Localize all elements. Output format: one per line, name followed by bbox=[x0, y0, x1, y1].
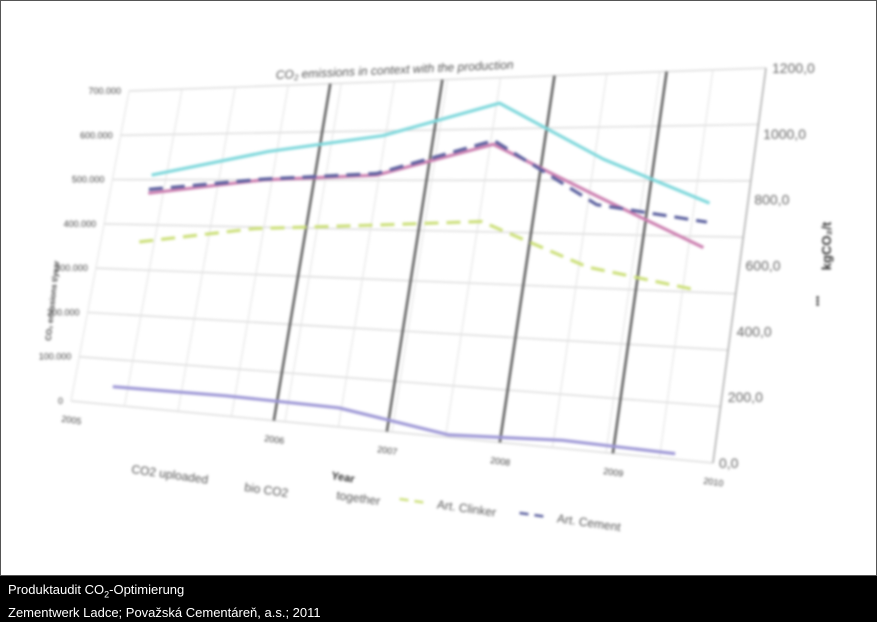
right-tick-label: 400,0 bbox=[737, 323, 772, 339]
year-line bbox=[611, 71, 668, 454]
caption-line-2: Zementwerk Ladce; Považská Cementáreň, a… bbox=[8, 604, 321, 620]
x-tick-label: 2005 bbox=[61, 414, 82, 427]
legend-label: bio CO2 bbox=[244, 480, 290, 500]
legend-swatch bbox=[399, 497, 430, 505]
x-tick-label: 2008 bbox=[490, 455, 511, 468]
x-tick-label: 2009 bbox=[603, 466, 624, 479]
v-gridline bbox=[338, 81, 395, 427]
legend-entry: bio CO2 bbox=[244, 480, 290, 500]
left-tick-label: 100.000 bbox=[39, 352, 72, 362]
series-line-art-clinker bbox=[139, 219, 698, 292]
legend-label: Art. Cement bbox=[556, 511, 622, 534]
legend-label: CO2 uploaded bbox=[131, 462, 210, 487]
x-tick-label: 2010 bbox=[703, 476, 724, 489]
image-caption: Produktaudit CO2-Optimierung Zementwerk … bbox=[0, 576, 877, 622]
right-axis-line bbox=[712, 67, 767, 464]
y-axis-label-right: kgCO₂/t bbox=[819, 221, 834, 270]
left-tick-label: 300.000 bbox=[55, 263, 88, 273]
v-gridline bbox=[124, 88, 183, 407]
x-tick-label: 2007 bbox=[377, 444, 398, 457]
v-gridline bbox=[70, 90, 130, 402]
legend-entry: CO2 uploaded bbox=[131, 462, 210, 487]
x-tick-label: 2006 bbox=[264, 433, 285, 446]
left-tick-label: 0 bbox=[58, 396, 63, 406]
legend: CO2 uploaded bio CO2 together Art. Clinker A… bbox=[131, 462, 623, 534]
chart-title: CO2 emissions in context with the produc… bbox=[276, 58, 515, 83]
right-tick-label: 1000,0 bbox=[763, 126, 806, 142]
v-gridline bbox=[445, 77, 502, 438]
year-line bbox=[385, 79, 444, 432]
left-tick-label: 200.000 bbox=[47, 307, 80, 317]
v-gridline bbox=[659, 69, 714, 458]
legend-swatch bbox=[519, 511, 550, 519]
series-line-co2-uploaded bbox=[151, 101, 711, 205]
left-axis-ticks: 0 100.000 200.000 300.000 400.000 500.000 600.… bbox=[39, 86, 121, 406]
left-tick-label: 500.000 bbox=[72, 175, 105, 185]
x-axis-label: Year bbox=[331, 470, 357, 486]
legend-entry: Art. Clinker bbox=[399, 497, 497, 520]
legend-label: Art. Clinker bbox=[436, 497, 497, 519]
v-gridline bbox=[391, 79, 448, 433]
v-gridline bbox=[605, 71, 661, 453]
right-tick-label: 600,0 bbox=[746, 258, 781, 274]
right-tick-label: 200,0 bbox=[728, 389, 763, 405]
legend-entry: together bbox=[336, 488, 382, 508]
legend-label: together bbox=[336, 488, 382, 508]
caption-line-1: Produktaudit CO2-Optimierung bbox=[8, 582, 185, 600]
v-gridline bbox=[177, 87, 236, 412]
v-gridline bbox=[231, 85, 289, 417]
left-tick-label: 700.000 bbox=[88, 86, 121, 96]
right-axis-ticks: 0,0 200,0 400,0 600,0 800,0 1000,0 1200,0 bbox=[719, 60, 815, 471]
right-tick-label: 0,0 bbox=[719, 455, 739, 471]
right-tick-label: 800,0 bbox=[754, 192, 789, 208]
right-axis-marker: ••• bbox=[813, 295, 824, 306]
grid-lines bbox=[70, 67, 767, 464]
x-axis-ticks: 2005 2006 2007 2008 2009 2010 bbox=[61, 414, 724, 489]
left-tick-label: 600.000 bbox=[80, 130, 113, 140]
v-gridline bbox=[552, 73, 608, 448]
series-line-bio-co2 bbox=[112, 385, 676, 456]
right-tick-label: 1200,0 bbox=[772, 60, 815, 76]
left-tick-label: 400.000 bbox=[64, 219, 97, 229]
line-chart: 0 100.000 200.000 300.000 400.000 500.000 600.… bbox=[39, 58, 834, 535]
series-line-art-cement bbox=[148, 138, 708, 224]
year-line bbox=[272, 83, 332, 421]
legend-entry: Art. Cement bbox=[519, 511, 622, 534]
year-line bbox=[498, 75, 556, 443]
chart-frame: 0 100.000 200.000 300.000 400.000 500.000 600.… bbox=[0, 0, 877, 576]
series-lines bbox=[112, 101, 711, 456]
v-gridline bbox=[284, 83, 342, 422]
y-axis-label-left: CO₂ emissions t/year bbox=[44, 260, 61, 341]
